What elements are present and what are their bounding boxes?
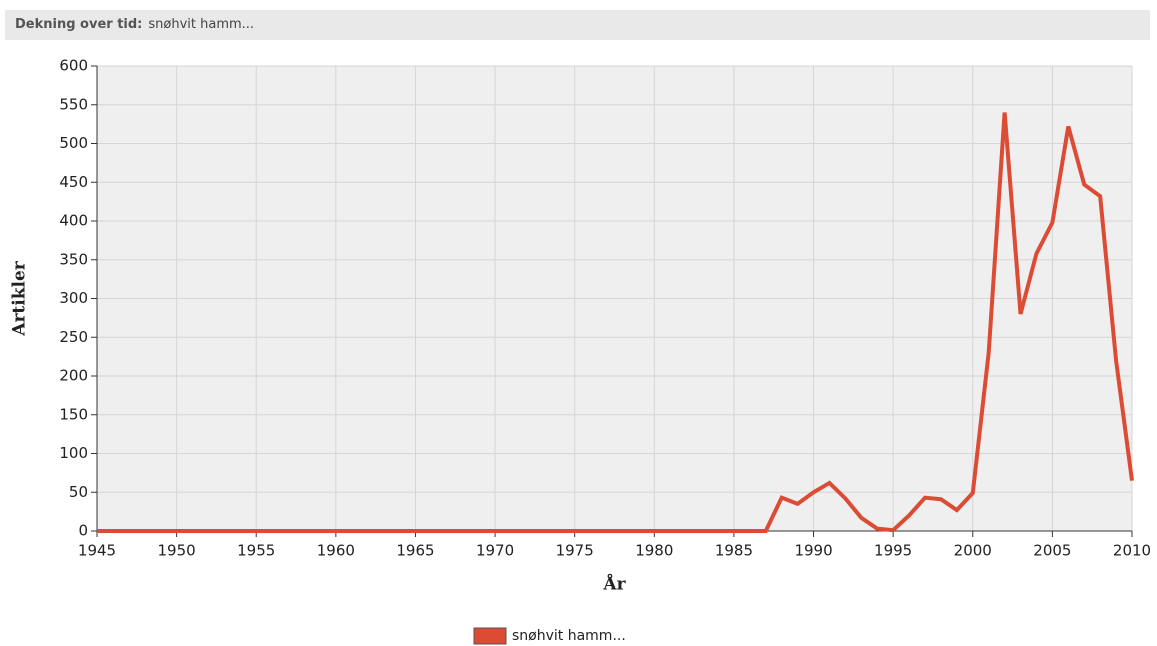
x-tick-label: 1950 — [158, 542, 196, 560]
x-tick-label: 1980 — [635, 542, 673, 560]
x-tick-label: 2005 — [1033, 542, 1071, 560]
x-tick-label: 1970 — [476, 542, 514, 560]
y-tick-label: 300 — [59, 289, 88, 307]
x-axis-label: År — [602, 573, 626, 595]
x-tick-label: 1995 — [874, 542, 912, 560]
y-tick-label: 200 — [59, 367, 88, 385]
x-tick-label: 1990 — [794, 542, 832, 560]
x-tick-label: 1955 — [237, 542, 275, 560]
legend-label: snøhvit hamm... — [512, 628, 626, 644]
header-subtitle: snøhvit hamm... — [148, 17, 255, 32]
legend-swatch — [473, 627, 507, 645]
y-tick-label: 450 — [59, 173, 88, 191]
series-line — [97, 112, 1134, 533]
x-tick-label: 1975 — [556, 542, 594, 560]
y-tick-label: 600 — [59, 57, 88, 75]
y-axis-label: Artikler — [10, 260, 30, 337]
y-tick-label: 350 — [59, 250, 88, 268]
x-tick-label: 1965 — [396, 542, 434, 560]
x-tick-label: 1985 — [715, 542, 753, 560]
y-tick-label: 100 — [59, 444, 88, 462]
x-tick-label: 1945 — [78, 542, 116, 560]
header-title: Dekning over tid: — [15, 17, 143, 32]
y-tick-label: 500 — [59, 134, 88, 152]
y-tick-label: 400 — [59, 212, 88, 230]
y-tick-label: 550 — [59, 95, 88, 113]
y-tick-label: 0 — [78, 522, 88, 540]
x-tick-label: 1960 — [317, 542, 355, 560]
x-tick-label: 2010 — [1113, 542, 1151, 560]
y-tick-label: 250 — [59, 328, 88, 346]
x-tick-label: 2000 — [954, 542, 992, 560]
y-tick-label: 50 — [69, 483, 88, 501]
y-tick-label: 150 — [59, 405, 88, 423]
header-bar: Dekning over tid: snøhvit hamm... — [5, 10, 1150, 40]
